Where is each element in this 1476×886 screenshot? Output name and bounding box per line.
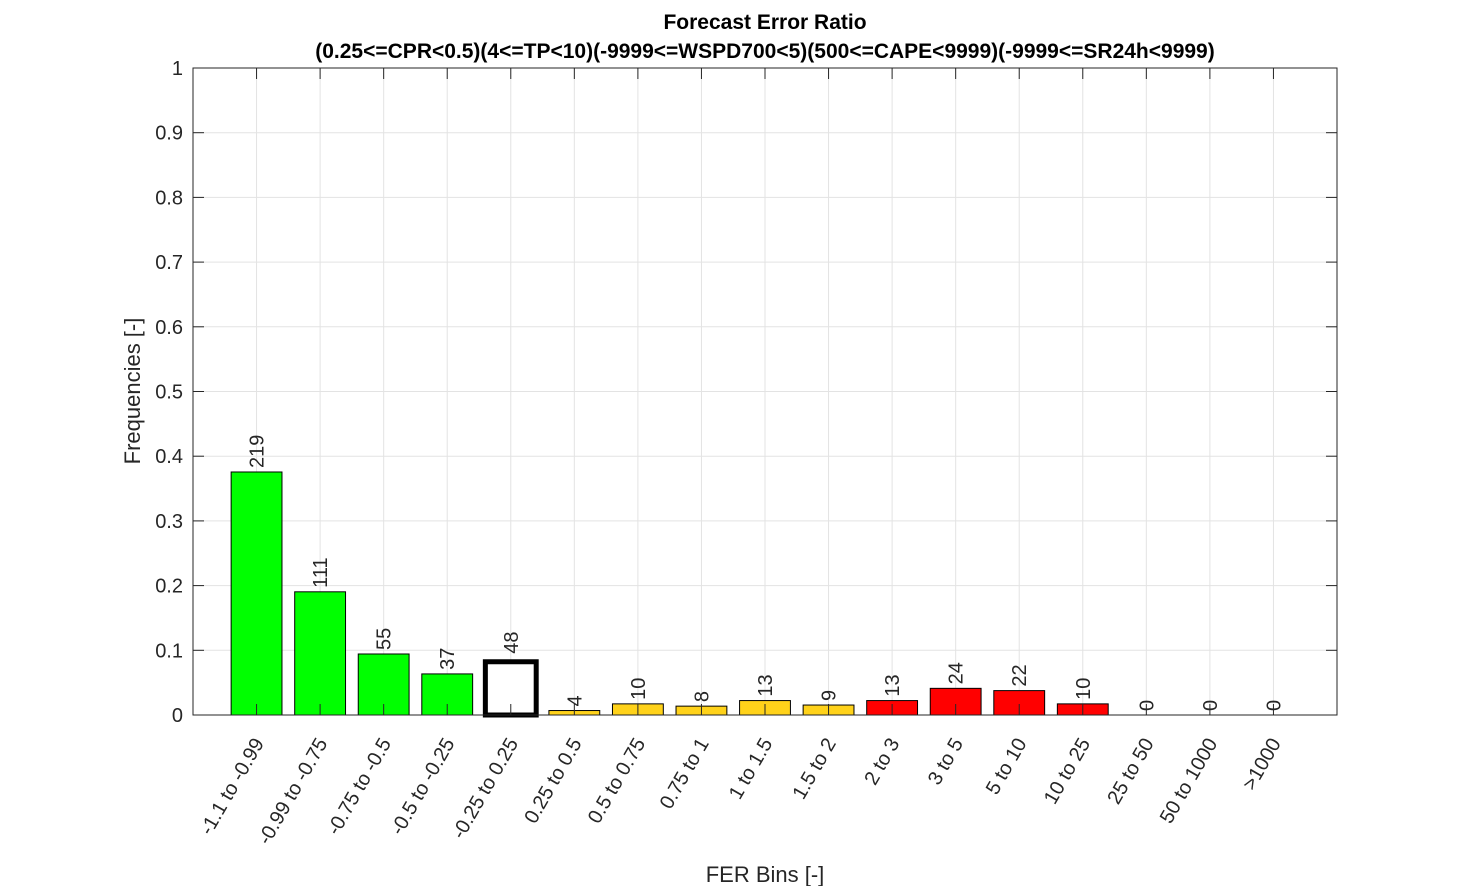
data-label: 55 — [374, 628, 396, 650]
data-label: 0 — [1136, 700, 1158, 711]
y-tick-label: 0.7 — [155, 252, 183, 274]
y-tick-label: 0.3 — [155, 511, 183, 533]
data-label: 111 — [310, 557, 332, 587]
data-label: 24 — [946, 662, 968, 684]
x-axis-label: FER Bins [-] — [706, 862, 825, 886]
data-label: 8 — [691, 691, 713, 702]
y-tick-label: 0.2 — [155, 576, 183, 598]
y-tick-label: 0 — [172, 705, 183, 727]
data-label: 4 — [564, 695, 586, 706]
chart-subtitle: (0.25<=CPR<0.5)(4<=TP<10)(-9999<=WSPD700… — [315, 40, 1214, 63]
bar — [482, 659, 539, 718]
y-tick-label: 0.8 — [155, 187, 183, 209]
y-tick-label: 0.1 — [155, 640, 183, 662]
data-label: 13 — [755, 674, 777, 696]
data-label: 0 — [1263, 700, 1285, 711]
data-label: 9 — [819, 690, 841, 701]
data-label: 10 — [1073, 678, 1095, 700]
y-tick-label: 0.5 — [155, 382, 183, 404]
data-label: 10 — [628, 678, 650, 700]
y-tick-label: 0.9 — [155, 123, 183, 145]
y-tick-label: 1 — [172, 58, 183, 80]
data-label: 22 — [1009, 664, 1031, 686]
bar — [294, 591, 347, 716]
data-label: 37 — [437, 648, 459, 670]
data-label: 13 — [882, 674, 904, 696]
chart-title: Forecast Error Ratio — [663, 11, 866, 34]
y-tick-label: 0.6 — [155, 317, 183, 339]
y-axis-label: Frequencies [-] — [120, 318, 145, 465]
data-label: 0 — [1200, 700, 1222, 711]
y-tick-label: 0.4 — [155, 446, 183, 468]
bar — [230, 471, 283, 716]
data-label: 219 — [247, 435, 269, 468]
data-label: 48 — [501, 632, 523, 654]
